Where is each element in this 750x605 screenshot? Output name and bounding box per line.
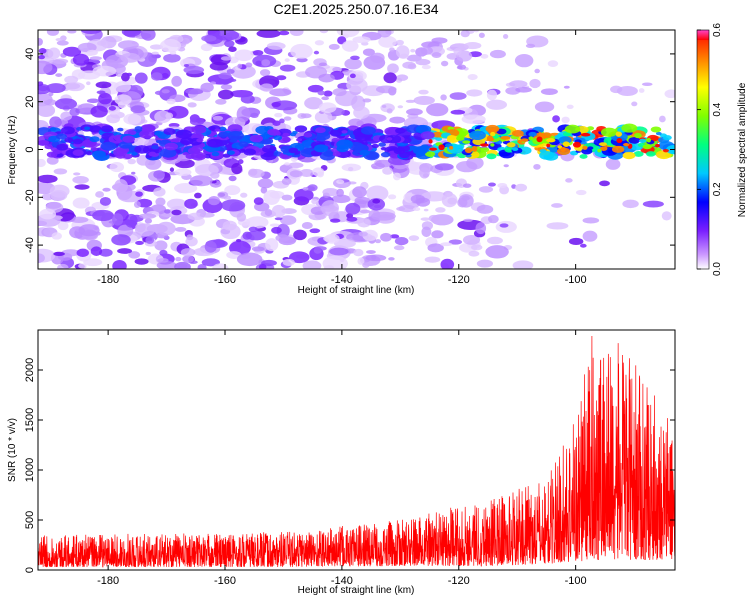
snr-x-axis-label: Height of straight line (km) [298, 585, 415, 596]
snr-y-tick-label: 1500 [24, 408, 36, 432]
spectrogram-x-tick-label: -140 [331, 274, 353, 286]
colorbar-gradient [697, 30, 709, 269]
spectrogram-y-tick-label: 40 [24, 48, 36, 60]
colorbar: 0.0 0.2 0.4 0.6 Normalized spectral amplitu… [696, 23, 748, 276]
snr-series-line [38, 335, 675, 568]
spectrogram-x-axis-label: Height of straight line (km) [298, 285, 415, 296]
snr-x-tick-label: -120 [448, 575, 470, 587]
snr-panel: -180 -160 -140 -120 -100 0 500 1000 1500 2000 He… [7, 329, 676, 596]
snr-y-axis-label: SNR (10 * v/v) [7, 418, 18, 482]
colorbar-label: Normalized spectral amplitude [737, 82, 748, 217]
snr-y-tick-label: 500 [24, 511, 36, 529]
snr-x-tick-label: -160 [214, 575, 236, 587]
snr-x-tick-label: -180 [97, 575, 119, 587]
colorbar-tick-label: 0.2 [712, 182, 723, 196]
spectrogram-panel: -180 -160 -140 -120 -100 -40 -20 0 20 40 Height … [7, 29, 676, 296]
snr-frame [37, 329, 676, 571]
spectrogram-x-tick-label: -160 [214, 274, 236, 286]
spectrogram-y-tick-label: -40 [24, 237, 36, 253]
snr-y-tick-label: 2000 [24, 358, 36, 382]
spectrogram-y-axis-label: Frequency (Hz) [7, 116, 18, 185]
spectrogram-image [38, 30, 675, 269]
colorbar-top-segment [697, 30, 709, 40]
snr-y-tick-label: 1000 [24, 458, 36, 482]
figure-title: C2E1.2025.250.07.16.E34 [273, 1, 438, 17]
colorbar-frame [696, 29, 710, 270]
spectrogram-y-tick-label: -20 [24, 189, 36, 205]
spectrogram-y-tick-label: 0 [24, 146, 36, 152]
spectrogram-x-tick-label: -100 [565, 274, 587, 286]
spectrogram-x-tick-label: -120 [448, 274, 470, 286]
snr-x-tick-label: -140 [331, 575, 353, 587]
colorbar-tick-label: 0.0 [712, 262, 723, 276]
spectrogram-x-tick-label: -180 [97, 274, 119, 286]
snr-y-tick-label: 0 [24, 567, 36, 573]
spectrogram-y-tick-label: 20 [24, 96, 36, 108]
colorbar-tick-label: 0.6 [712, 23, 723, 37]
colorbar-tick-label: 0.4 [712, 102, 723, 116]
snr-x-tick-label: -100 [565, 575, 587, 587]
